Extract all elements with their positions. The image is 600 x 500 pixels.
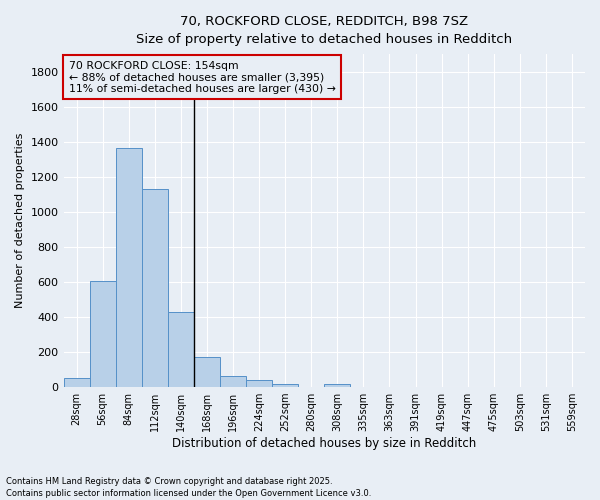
- Bar: [194, 358, 220, 387]
- Bar: [89, 281, 116, 387]
- Bar: [116, 148, 142, 387]
- Y-axis label: Number of detached properties: Number of detached properties: [15, 133, 25, 308]
- Bar: [168, 312, 194, 387]
- Bar: [142, 189, 168, 387]
- Bar: [220, 376, 246, 387]
- Bar: [246, 380, 272, 387]
- Bar: [64, 378, 89, 387]
- Bar: [324, 384, 350, 387]
- Text: Contains HM Land Registry data © Crown copyright and database right 2025.
Contai: Contains HM Land Registry data © Crown c…: [6, 476, 371, 498]
- Text: 70 ROCKFORD CLOSE: 154sqm
← 88% of detached houses are smaller (3,395)
11% of se: 70 ROCKFORD CLOSE: 154sqm ← 88% of detac…: [69, 61, 335, 94]
- X-axis label: Distribution of detached houses by size in Redditch: Distribution of detached houses by size …: [172, 437, 476, 450]
- Bar: [272, 384, 298, 387]
- Title: 70, ROCKFORD CLOSE, REDDITCH, B98 7SZ
Size of property relative to detached hous: 70, ROCKFORD CLOSE, REDDITCH, B98 7SZ Si…: [136, 15, 512, 46]
